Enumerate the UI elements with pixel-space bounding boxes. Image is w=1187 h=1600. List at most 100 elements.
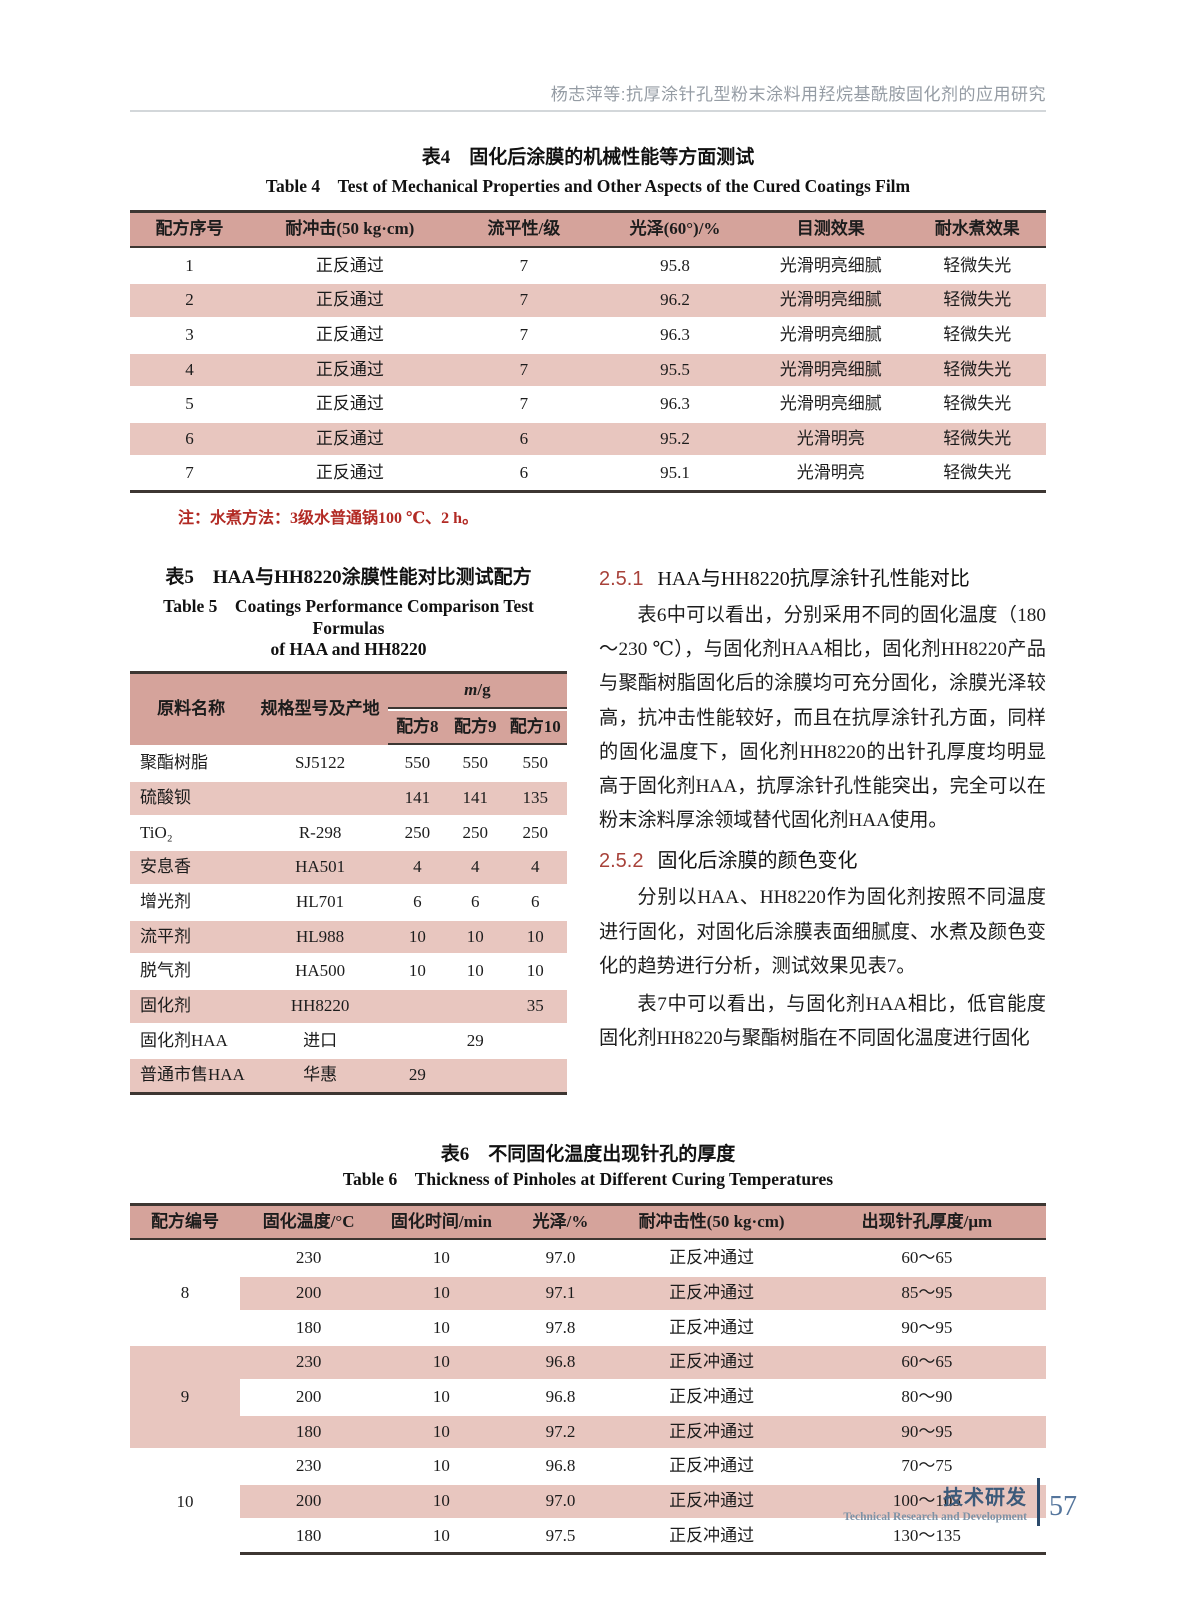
table4-title-en: Table 4 Test of Mechanical Properties an…: [265, 176, 911, 196]
table-cell: 普通市售HAA: [130, 1059, 253, 1095]
table-cell: 正反冲通过: [615, 1484, 808, 1518]
table-cell: 95.5: [597, 353, 753, 387]
table6: 配方编号 固化温度/°C 固化时间/min 光泽/% 耐冲击性(50 kg·cm…: [130, 1201, 1046, 1557]
table-row: 3 正反通过 7 96.3 光滑明亮细腻 轻微失光: [130, 319, 1046, 352]
table-row: 脱气剂 HA500 10 10 10: [130, 955, 567, 988]
table-cell: 安息香: [130, 851, 253, 884]
table-cell: 10: [526, 961, 544, 981]
table-row: TiO₂ R-298 250 250 250: [130, 817, 567, 850]
table6-col-header: 固化时间/min: [377, 1202, 506, 1241]
table-cell: 85～95: [807, 1277, 1046, 1310]
table-row: 聚酯树脂 SJ5122 550 550 550: [130, 747, 567, 780]
table-cell: 200: [295, 1387, 322, 1407]
table-cell: 轻微失光: [943, 255, 1012, 275]
spacer: [130, 1097, 1046, 1139]
table5-title-en-line1: Table 5 Coatings Performance Comparison …: [163, 596, 534, 639]
table4-col-header: 光泽(60°)/%: [597, 210, 753, 248]
table-cell: 60～65: [901, 1248, 953, 1268]
table-cell: 轻微失光: [943, 394, 1012, 414]
table-row: 8 230 10 97.0 正反冲通过 60～65: [130, 1242, 1046, 1302]
table-cell: 7: [450, 353, 598, 387]
table-cell: 正反冲通过: [615, 1346, 808, 1380]
table-cell: 97.2: [505, 1415, 616, 1449]
table4-section: 表4 固化后涂膜的机械性能等方面测试 Table 4 Test of Mecha…: [130, 142, 1046, 528]
table4-col-header: 配方序号: [130, 210, 250, 248]
table-cell: 轻微失光: [943, 324, 1012, 344]
header-rule: [130, 110, 1046, 112]
table-cell: 96.8: [545, 1456, 576, 1476]
table-cell: HL988: [252, 920, 388, 954]
table-row: 普通市售HAA 华惠 29: [130, 1059, 567, 1095]
table-cell: 5: [185, 394, 194, 414]
table-cell: 6: [450, 457, 598, 494]
table-row: 固化剂HAA 进口 29: [130, 1025, 567, 1058]
table-cell: 正反冲通过: [615, 1520, 808, 1556]
table-row: 安息香 HA501 4 4 4: [130, 851, 567, 884]
table-cell: SJ5122: [295, 753, 346, 773]
table-cell: TiO₂: [140, 822, 173, 842]
table-cell: 光滑明亮细腻: [779, 394, 882, 414]
footer-section-labels: 技术研发 Technical Research and Development: [843, 1481, 1027, 1523]
table-cell: 增光剂: [140, 891, 191, 911]
table-cell: 10: [432, 1317, 450, 1337]
table-cell: 光滑明亮细腻: [779, 324, 882, 344]
table-cell: 10: [377, 1346, 506, 1380]
table5-titles: 表5 HAA与HH8220涂膜性能对比测试配方 Table 5 Coatings…: [130, 562, 567, 660]
table-cell: 硫酸钡: [130, 782, 253, 815]
table-row: 流平剂 HL988 10 10 10: [130, 920, 567, 954]
table-row: 200 10 96.8 正反冲通过 80～90: [130, 1381, 1046, 1414]
table-cell: 230: [239, 1346, 378, 1380]
table-cell: 135: [503, 782, 567, 815]
table-cell: 180: [295, 1317, 322, 1337]
table-cell: 10: [377, 1520, 506, 1556]
table-cell: HA501: [252, 851, 388, 884]
table-cell: 正反通过: [315, 324, 384, 344]
table-row: 200 10 97.1 正反冲通过 85～95: [130, 1277, 1046, 1310]
footer-section-zh: 技术研发: [943, 1487, 1027, 1509]
table-cell: 96.8: [505, 1346, 616, 1380]
table-cell: 4: [387, 851, 447, 884]
table-cell: 正反通过: [249, 457, 451, 494]
table-cell: HA500: [295, 961, 346, 981]
table-cell: 7: [519, 255, 529, 275]
formula-number-cell: 8: [180, 1283, 190, 1303]
table-cell: 正反通过: [315, 255, 384, 275]
table4: 配方序号 耐冲击(50 kg·cm) 流平性/级 光泽(60°)/% 目测效果 …: [130, 208, 1046, 495]
table-cell: 正反冲通过: [615, 1277, 808, 1310]
table-cell: 聚酯树脂: [140, 753, 208, 773]
table-cell: 固化剂: [130, 989, 253, 1023]
table-cell: 97.0: [545, 1248, 576, 1268]
table-cell: [387, 989, 447, 1023]
table-row: 5 正反通过 7 96.3 光滑明亮细腻 轻微失光: [130, 388, 1046, 421]
table-row: 200 10 97.0 正反冲通过 100～105: [130, 1484, 1046, 1518]
table-cell: 正反冲通过: [669, 1248, 755, 1268]
table-cell: 4: [130, 353, 250, 387]
table6-body: 8 230 10 97.0 正反冲通过 60～65 200 10 97.1 正反冲通过 85～95 1…: [130, 1242, 1046, 1556]
table6-titles: 表6 不同固化温度出现针孔的厚度 Table 6 Thickness of Pi…: [130, 1139, 1046, 1191]
table-cell: 轻微失光: [908, 457, 1046, 494]
table-cell: 光滑明亮细腻: [752, 284, 909, 317]
table-cell: 光滑明亮: [752, 422, 909, 456]
table-cell: 流平剂: [130, 920, 253, 954]
table-cell: 脱气剂: [140, 961, 191, 981]
table5-col-header-spec: 规格型号及产地: [252, 671, 388, 746]
table-row: 6 正反通过 6 95.2 光滑明亮 轻微失光: [130, 422, 1046, 456]
table-cell: 10: [377, 1484, 506, 1518]
table-cell: 正反通过: [249, 422, 451, 456]
spacer: [130, 112, 1046, 142]
table-row: 10 230 10 96.8 正反冲通过 70～75: [130, 1450, 1046, 1511]
table-cell: 97.5: [505, 1520, 616, 1556]
table6-col-header: 配方编号: [130, 1202, 240, 1241]
table-cell: 6: [450, 422, 598, 456]
table-cell: 96.8: [545, 1387, 576, 1407]
table-cell: 95.8: [660, 255, 690, 275]
table-cell: 10: [432, 1456, 450, 1476]
mass-symbol: m: [464, 680, 478, 700]
table-cell: 96.3: [660, 324, 690, 344]
table-cell: 轻微失光: [908, 422, 1046, 456]
footer-section-en: Technical Research and Development: [843, 1511, 1027, 1523]
table-cell: 80～90: [901, 1387, 953, 1407]
table-cell: 6: [470, 891, 480, 911]
table-cell: 550: [462, 753, 488, 773]
table-row: 180 10 97.2 正反冲通过 90～95: [130, 1415, 1046, 1449]
